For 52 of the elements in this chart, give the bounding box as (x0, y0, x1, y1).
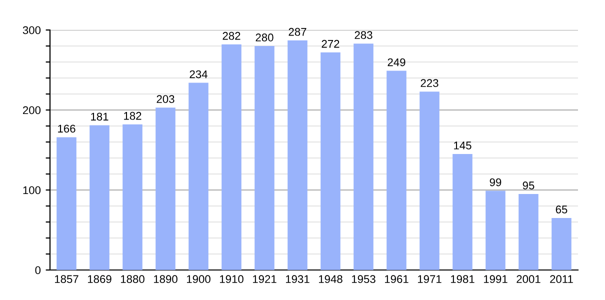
bar (56, 137, 76, 270)
data-label: 272 (322, 40, 340, 48)
data-label: 283 (354, 31, 372, 40)
bar (254, 46, 274, 270)
x-tick-label: 1971 (418, 275, 442, 284)
bar (518, 194, 538, 270)
data-label: 203 (156, 95, 174, 104)
y-tick-label: 300 (22, 26, 41, 34)
x-tick-label: 1857 (54, 275, 78, 284)
x-tick-label: 1880 (120, 275, 144, 284)
bar (420, 92, 440, 270)
x-tick-label: 1948 (318, 275, 342, 284)
data-label: 249 (388, 58, 406, 66)
bar (354, 44, 374, 270)
data-label: 280 (256, 34, 274, 42)
bar (486, 190, 506, 270)
bar (452, 154, 472, 270)
bar (222, 44, 242, 270)
data-label: 282 (222, 32, 240, 40)
bar (288, 40, 308, 270)
data-label: 182 (124, 112, 142, 120)
data-label: 166 (58, 124, 76, 133)
data-label: 95 (522, 182, 534, 190)
x-tick-label: 1953 (352, 275, 376, 284)
x-tick-label: 1900 (186, 275, 210, 284)
bar (320, 52, 340, 270)
y-tick-label: 0 (35, 266, 41, 274)
y-tick-label: 100 (23, 186, 41, 194)
data-label: 223 (420, 79, 438, 88)
x-tick-label: 1961 (384, 275, 408, 284)
x-tick-label: 1921 (252, 275, 276, 284)
bar (122, 124, 142, 270)
x-tick-label: 2011 (550, 275, 573, 284)
bar (156, 108, 176, 270)
bar (90, 125, 110, 270)
data-label: 65 (556, 206, 568, 214)
x-tick-label: 1869 (88, 275, 112, 284)
y-tick-label: 200 (22, 106, 41, 114)
data-label: 181 (91, 112, 108, 121)
bar (386, 70, 406, 270)
data-label: 234 (190, 70, 208, 78)
x-tick-label: 1981 (450, 275, 474, 284)
bar (188, 82, 208, 270)
bar (552, 218, 572, 270)
x-tick-label: 2001 (516, 275, 540, 284)
data-label: 99 (490, 178, 502, 186)
x-tick-label: 1991 (484, 275, 508, 284)
x-tick-label: 1890 (154, 275, 178, 284)
x-tick-label: 1910 (220, 275, 244, 284)
data-label: 145 (454, 142, 472, 150)
data-label: 287 (288, 28, 306, 36)
x-tick-label: 1931 (286, 275, 310, 284)
